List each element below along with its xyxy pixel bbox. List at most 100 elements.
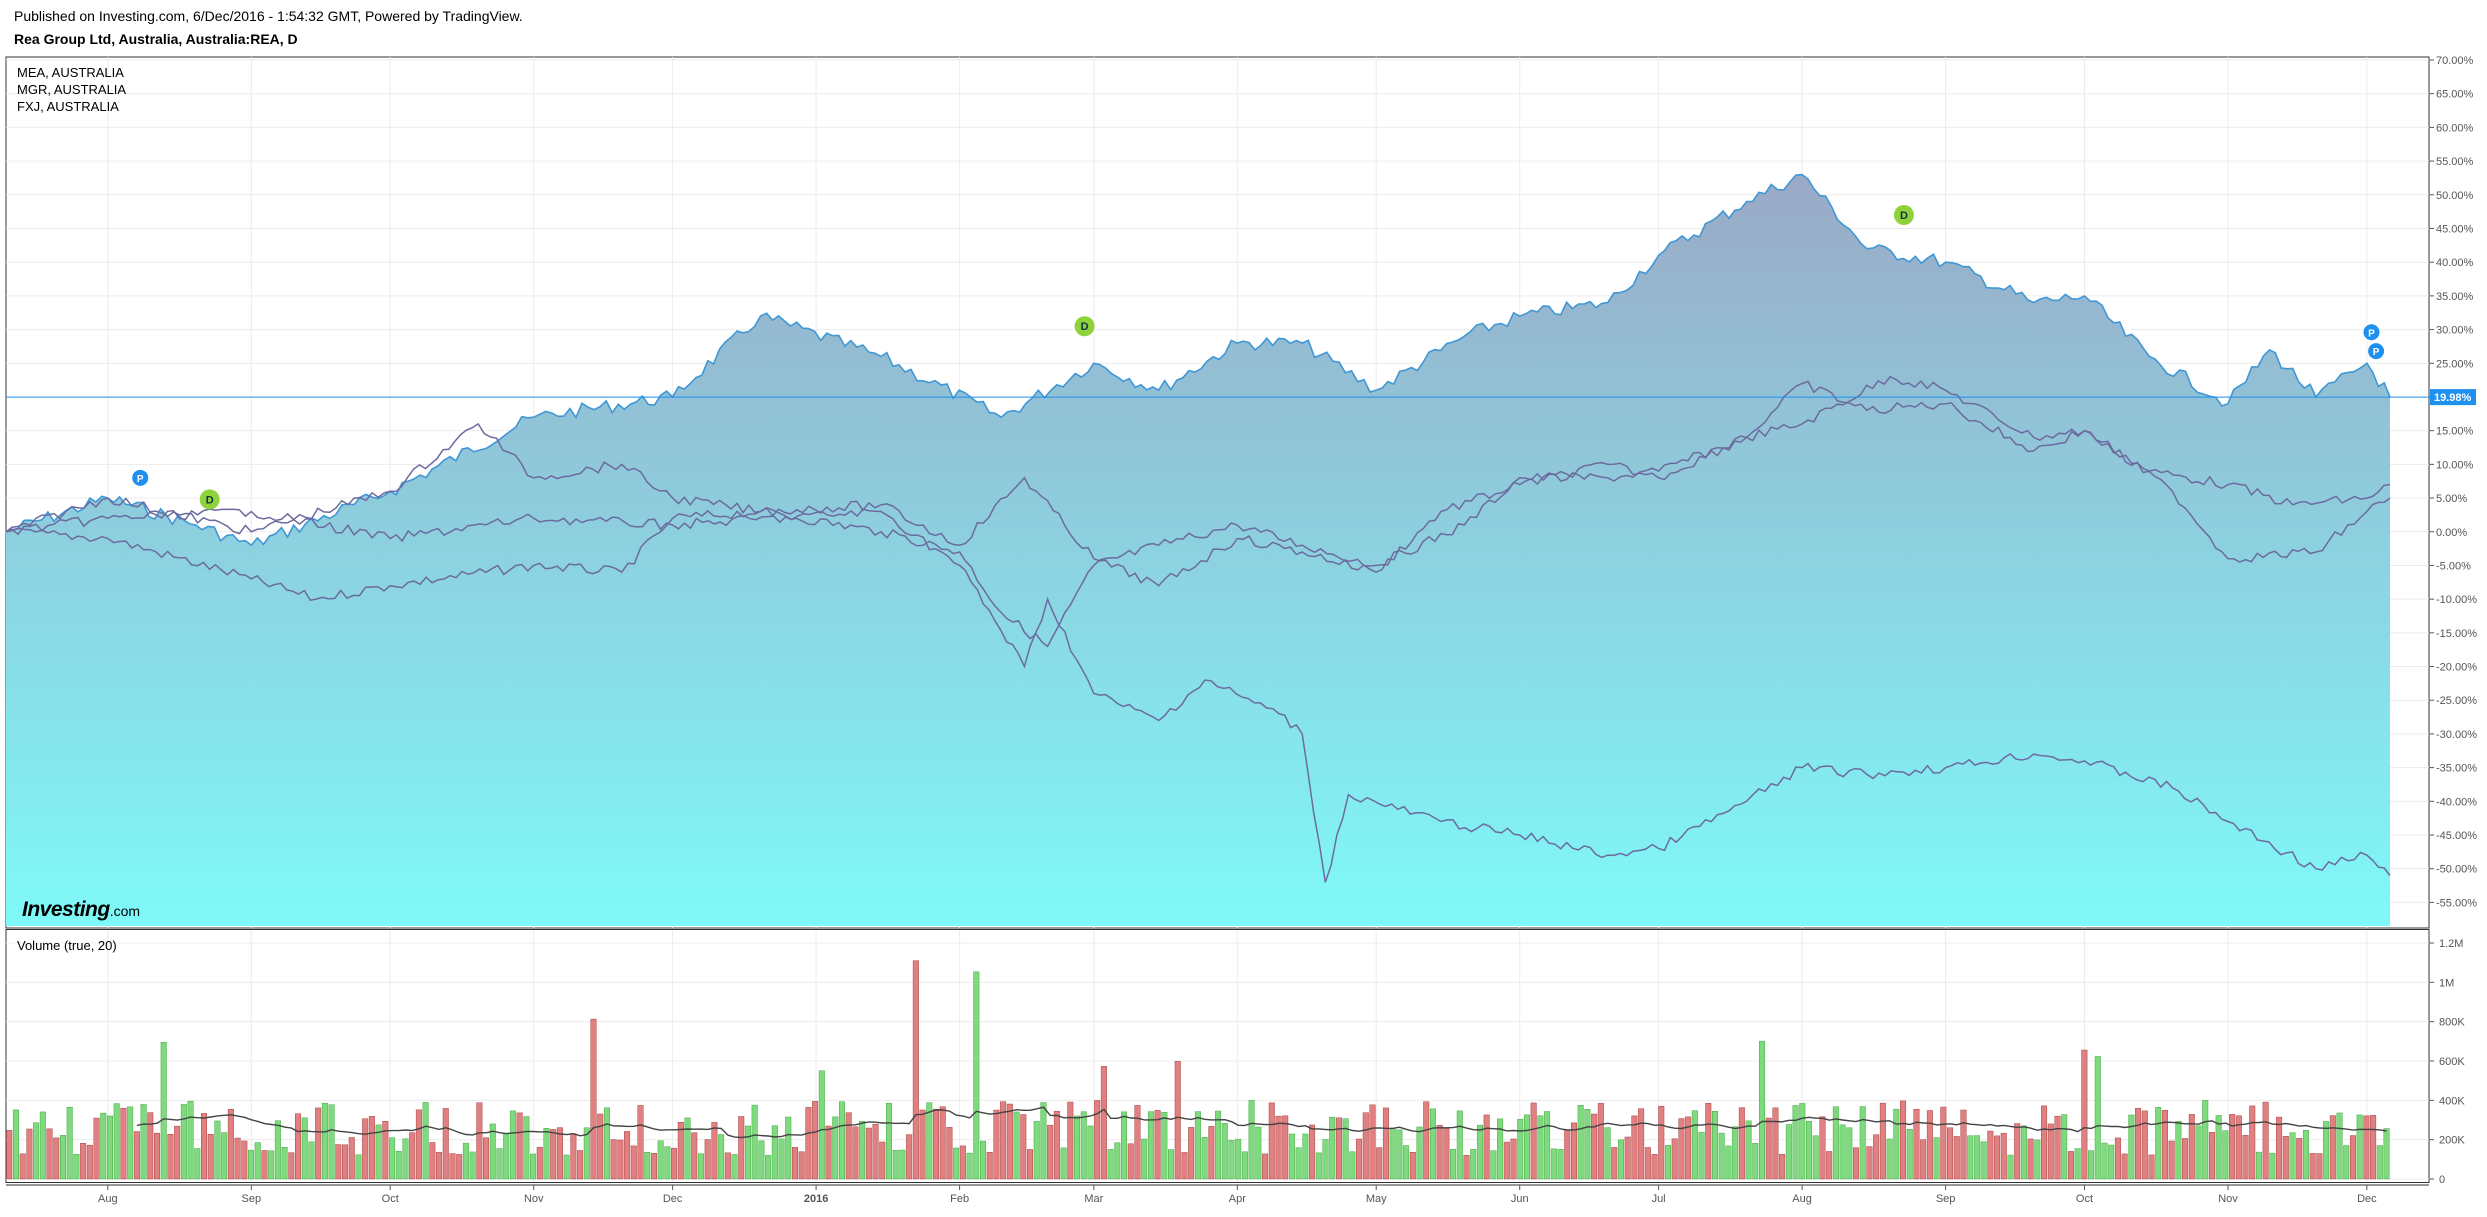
volume-bar: [2235, 1115, 2242, 1180]
volume-bar: [1839, 1124, 1846, 1180]
volume-bar: [2229, 1114, 2236, 1180]
p-marker: [2363, 324, 2380, 341]
volume-bar: [1309, 1124, 1316, 1180]
y-tick-label: 0.00%: [2436, 527, 2467, 539]
volume-bar: [677, 1121, 684, 1180]
volume-bar: [1772, 1107, 1779, 1180]
volume-bar: [268, 1150, 275, 1180]
volume-bar: [2081, 1049, 2088, 1180]
volume-bar: [1832, 1106, 1839, 1180]
x-tick-label: Nov: [524, 1193, 544, 1205]
volume-bar: [207, 1134, 214, 1180]
volume-bar: [879, 1141, 886, 1180]
legend-item-fxj[interactable]: FXJ, AUSTRALIA: [17, 99, 119, 114]
volume-bar: [1550, 1148, 1557, 1180]
volume-bar: [1087, 1125, 1094, 1180]
y-tick-label: -45.00%: [2436, 830, 2477, 842]
volume-bar: [1671, 1138, 1678, 1180]
volume-bar: [1624, 1136, 1631, 1180]
volume-bar: [785, 1116, 792, 1180]
volume-bar: [1282, 1115, 1289, 1180]
legend-item-mgr[interactable]: MGR, AUSTRALIA: [17, 82, 127, 97]
marker-label: P: [2368, 328, 2375, 339]
volume-bar: [187, 1100, 194, 1180]
volume-bar: [1853, 1147, 1860, 1180]
rea-price-line[interactable]: [5, 173, 2391, 547]
volume-bar: [684, 1117, 691, 1180]
volume-bar: [1483, 1114, 1490, 1180]
price-chart[interactable]: 70.00% 65.00% 60.00% 55.00% 50.00% 45.00% 40.0…: [0, 56, 2487, 929]
volume-bar: [1698, 1131, 1705, 1180]
volume-bar: [1349, 1151, 1356, 1180]
volume-bar: [630, 1145, 637, 1180]
volume-bar: [2108, 1144, 2115, 1180]
y-tick-label: 60.00%: [2436, 122, 2474, 134]
y-tick-label: 1M: [2439, 977, 2454, 989]
volume-bar: [832, 1116, 839, 1180]
volume-bar: [671, 1147, 678, 1180]
price-y-axis: 70.00% 65.00% 60.00% 55.00% 50.00% 45.00% 40.0…: [2429, 56, 2477, 909]
y-tick-label: 600K: [2439, 1056, 2465, 1068]
volume-bar: [1530, 1102, 1537, 1180]
x-tick-label: Apr: [1229, 1193, 1246, 1205]
y-tick-label: 0: [2439, 1174, 2445, 1183]
volume-chart[interactable]: 1.2M 1M 800K 600K 400K 200K 0: [0, 929, 2487, 1183]
volume-bar: [2276, 1116, 2283, 1180]
volume-bar: [375, 1124, 382, 1180]
volume-bar: [1181, 1152, 1188, 1180]
volume-bar: [1409, 1152, 1416, 1180]
volume-bar: [2316, 1153, 2323, 1180]
volume-bar: [1973, 1135, 1980, 1180]
volume-bar: [2020, 1125, 2027, 1180]
volume-bar: [106, 1115, 113, 1180]
volume-bar: [1886, 1138, 1893, 1180]
published-line: Published on Investing.com, 6/Dec/2016 -…: [14, 8, 523, 24]
volume-bar: [986, 1152, 993, 1180]
investing-logo: Investing.com: [22, 898, 140, 922]
volume-bar: [1678, 1118, 1685, 1180]
volume-bar: [1067, 1101, 1074, 1180]
volume-bar: [919, 1109, 926, 1180]
volume-bar: [1765, 1117, 1772, 1180]
x-tick-label: Nov: [2218, 1193, 2238, 1205]
volume-bar: [1812, 1135, 1819, 1180]
volume-bar: [2047, 1123, 2054, 1180]
volume-bar: [442, 1108, 449, 1180]
volume-bar: [624, 1131, 631, 1180]
volume-bar: [2255, 1151, 2262, 1180]
x-tick-label: Sep: [242, 1193, 262, 1205]
volume-bar: [2383, 1128, 2390, 1180]
volume-bar: [1100, 1066, 1107, 1180]
volume-legend: Volume (true, 20): [17, 938, 117, 953]
volume-bar: [254, 1142, 261, 1180]
volume-bar: [1241, 1151, 1248, 1180]
legend-item-mea[interactable]: MEA, AUSTRALIA: [17, 65, 124, 80]
volume-bar: [1302, 1133, 1309, 1180]
volume-bar: [1013, 1111, 1020, 1180]
x-tick-label: Oct: [2076, 1193, 2093, 1205]
volume-bar: [1497, 1118, 1504, 1180]
volume-bars: [6, 960, 2390, 1180]
volume-bar: [1127, 1143, 1134, 1180]
volume-bar: [1255, 1126, 1262, 1180]
y-tick-label: 50.00%: [2436, 190, 2474, 202]
volume-bar: [2067, 1151, 2074, 1180]
volume-bar: [153, 1132, 161, 1180]
volume-bar: [2074, 1148, 2081, 1180]
x-tick-label: May: [1366, 1193, 1387, 1205]
volume-bar: [1275, 1115, 1282, 1180]
volume-bar: [227, 1109, 234, 1180]
volume-bar: [536, 1146, 543, 1180]
volume-bar: [86, 1144, 93, 1180]
x-tick-label: Aug: [98, 1193, 118, 1205]
volume-bar: [274, 1120, 281, 1180]
volume-bar: [859, 1120, 866, 1180]
volume-bar: [570, 1133, 577, 1180]
volume-bar: [200, 1113, 208, 1180]
volume-bar: [872, 1123, 879, 1180]
volume-bar: [483, 1137, 490, 1180]
volume-bar: [1154, 1110, 1161, 1180]
y-tick-label: 200K: [2439, 1135, 2465, 1147]
volume-bar: [906, 1134, 913, 1180]
volume-bar: [1356, 1138, 1363, 1180]
